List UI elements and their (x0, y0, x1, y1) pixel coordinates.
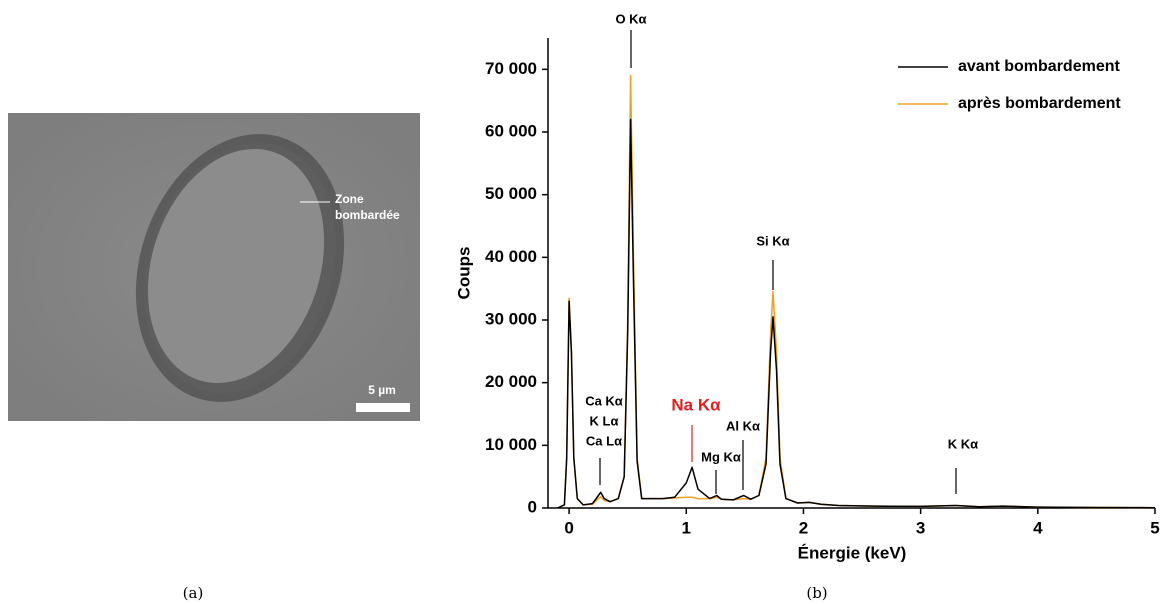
x-tick-label: 0 (564, 518, 573, 537)
y-tick-label: 20 000 (485, 372, 537, 391)
caption: (a) (183, 584, 204, 602)
peak-label: Al Kα (726, 418, 760, 433)
x-tick-label: 5 (1150, 518, 1159, 537)
peak-label: K Lα (590, 413, 619, 428)
spectrum-line (557, 74, 1156, 509)
annotation: bombardée (335, 208, 400, 222)
x-axis-label: Énergie (keV) (798, 543, 907, 562)
peak-label: Ca Kα (585, 393, 623, 408)
legend-label: avant bombardement (958, 58, 1120, 75)
peak-label: K Kα (948, 436, 978, 451)
sem-image: Zone bombardée 5 µm (8, 113, 420, 421)
annotation: Zone (335, 192, 364, 206)
y-tick-label: 50 000 (485, 184, 537, 203)
y-axis-label: Coups (454, 247, 473, 300)
scale-bar-label: 5 µm (368, 383, 396, 397)
y-tick-label: 0 (528, 497, 537, 516)
y-tick-label: 60 000 (485, 121, 537, 140)
peak-label: Si Kα (756, 233, 789, 248)
legend-label: après bombardement (958, 95, 1121, 112)
chart: 0 10 000 20 000 30 000 40 000 50 000 60 000 70 … (454, 11, 1159, 562)
spectrum-line (557, 118, 1156, 509)
x-tick-label: 2 (799, 518, 808, 537)
x-tick-label: 4 (1033, 518, 1043, 537)
y-tick-label: 30 000 (485, 309, 537, 328)
grain (147, 148, 325, 384)
caption: (b) (806, 584, 827, 602)
peak-label: Ca Lα (586, 433, 622, 448)
x-tick-label: 3 (916, 518, 925, 537)
y-tick-label: 10 000 (485, 435, 537, 454)
peak-label: Mg Kα (701, 449, 741, 464)
x-tick-label: 1 (682, 518, 691, 537)
y-tick-label: 70 000 (485, 59, 537, 78)
peak-label: O Kα (615, 11, 646, 26)
peak-label: Na Kα (671, 395, 721, 414)
scale-bar (356, 403, 410, 412)
y-tick-label: 40 000 (485, 247, 537, 266)
